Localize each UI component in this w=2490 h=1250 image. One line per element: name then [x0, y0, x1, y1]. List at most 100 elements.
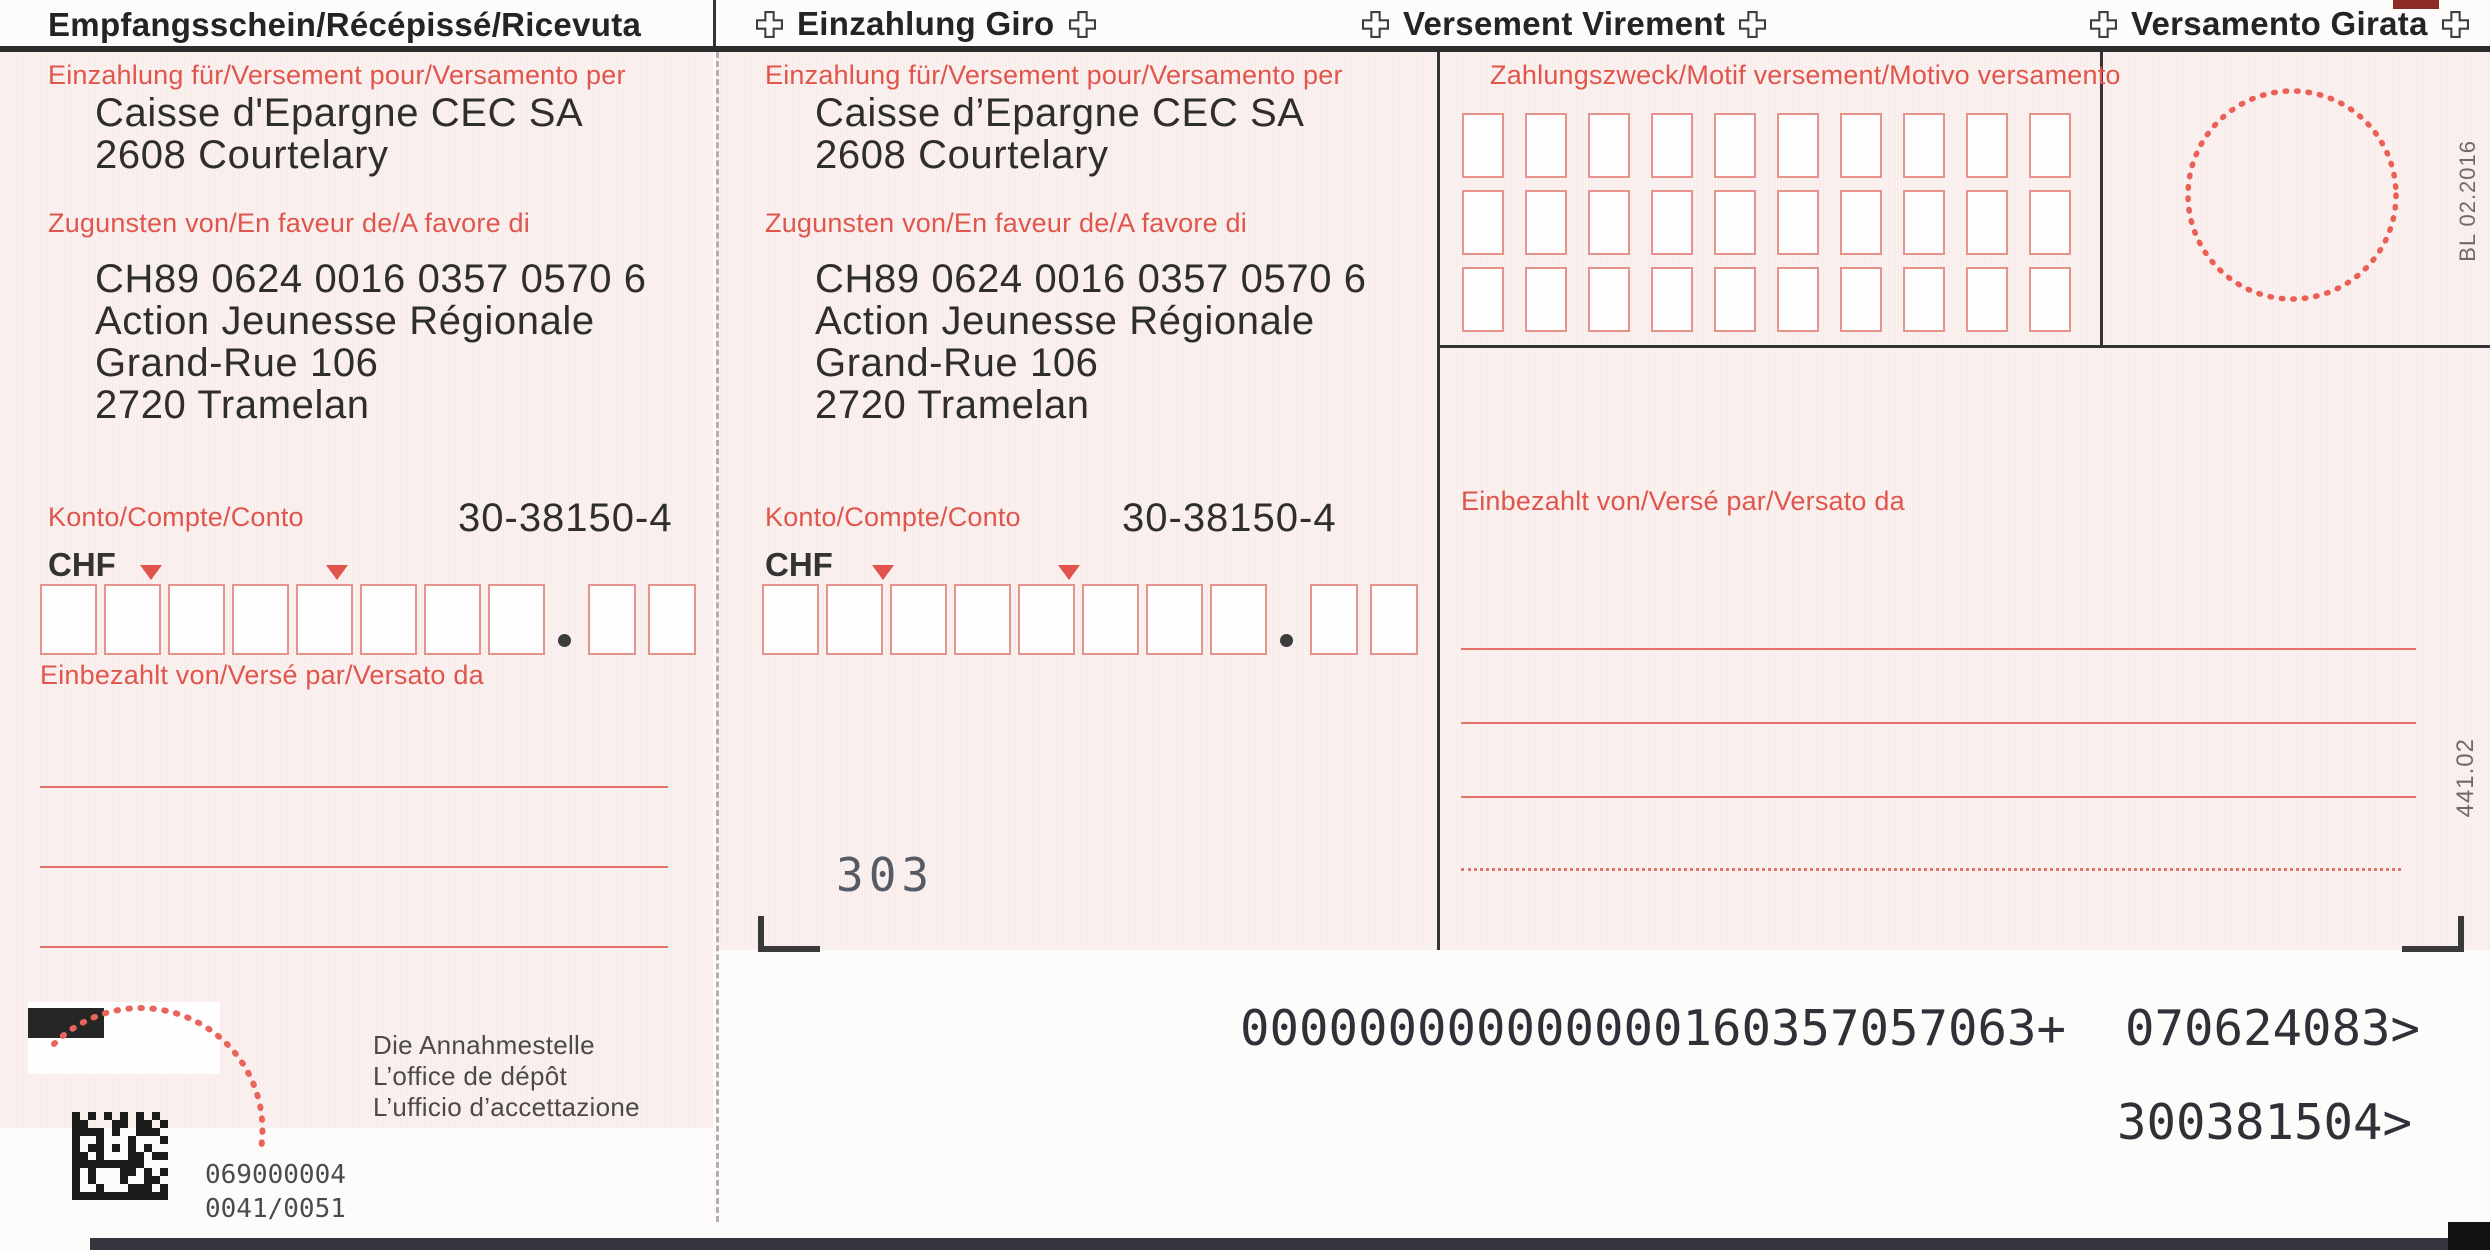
giro-details-divider — [1437, 52, 1440, 950]
scan-corner-mark — [2448, 1222, 2490, 1250]
purpose-bottom-rule — [1437, 345, 2490, 348]
writing-line — [1461, 722, 2416, 724]
giro-iban: CH89 0624 0016 0357 0570 6 — [815, 257, 1367, 301]
barcode-number: 069000004 — [205, 1160, 346, 1190]
barcode-batch-number: 0041/0051 — [205, 1194, 346, 1224]
perforation-dashed-line — [716, 52, 719, 1222]
purpose-character-box — [1966, 190, 2008, 255]
receipt-currency-label: CHF — [48, 546, 116, 583]
amount-digit-box — [826, 584, 883, 655]
receipt-beneficiary-street: Grand-Rue 106 — [95, 341, 379, 385]
purpose-character-box — [1714, 267, 1756, 332]
girata-header: Versamento Girata — [2090, 5, 2469, 43]
purpose-character-box — [1588, 190, 1630, 255]
purpose-character-box — [2029, 190, 2071, 255]
purpose-character-box — [1777, 113, 1819, 178]
purpose-character-grid — [1462, 113, 2071, 332]
purpose-character-box — [1525, 267, 1567, 332]
receipt-amount-boxes — [40, 584, 696, 655]
header-rule — [0, 46, 2490, 52]
purpose-character-box — [2029, 267, 2071, 332]
corner-bracket — [758, 916, 820, 952]
receipt-beneficiary-city: 2720 Tramelan — [95, 383, 370, 427]
virement-header: Versement Virement — [1362, 5, 1767, 43]
writing-line — [1461, 648, 2416, 650]
giro-beneficiary-street: Grand-Rue 106 — [815, 341, 1099, 385]
receipt-beneficiary-name: Action Jeunesse Régionale — [95, 299, 595, 343]
scan-edge-strip — [90, 1238, 2490, 1250]
purpose-character-box — [1903, 190, 1945, 255]
thousands-marker-triangle — [1058, 565, 1080, 580]
receipt-account-number: 30-38150-4 — [458, 496, 673, 540]
acceptance-line-it: L’ufficio d’accettazione — [373, 1092, 640, 1122]
giro-deposit-for-label: Einzahlung für/Versement pour/Versamento… — [765, 60, 1343, 90]
purpose-character-box — [1462, 267, 1504, 332]
amount-digit-box — [168, 584, 225, 655]
purpose-character-box — [1966, 113, 2008, 178]
amount-digit-box — [296, 584, 353, 655]
purpose-character-box — [1714, 190, 1756, 255]
purpose-character-box — [2029, 113, 2071, 178]
acceptance-office-text: Die Annahmestelle L’office de dépôt L’uf… — [373, 1030, 640, 1123]
cent-digit-box — [1310, 584, 1358, 655]
amount-digit-box — [232, 584, 289, 655]
amount-digit-box — [40, 584, 97, 655]
purpose-stamp-divider — [2100, 52, 2103, 348]
decimal-dot — [558, 634, 571, 647]
purpose-character-box — [1903, 113, 1945, 178]
purpose-character-box — [1588, 113, 1630, 178]
purpose-character-box — [1714, 113, 1756, 178]
amount-digit-box — [1082, 584, 1139, 655]
virement-title: Versement Virement — [1403, 5, 1726, 42]
amount-digit-box — [424, 584, 481, 655]
amount-digit-box — [1018, 584, 1075, 655]
receipt-iban: CH89 0624 0016 0357 0570 6 — [95, 257, 647, 301]
purpose-character-box — [1651, 267, 1693, 332]
swiss-cross-icon — [1739, 10, 1767, 38]
amount-digit-box — [1146, 584, 1203, 655]
cent-digit-box — [1370, 584, 1418, 655]
receipt-paid-by-label: Einbezahlt von/Versé par/Versato da — [40, 660, 484, 690]
stamp-circle-arc — [51, 1005, 266, 1152]
swiss-cross-icon — [2090, 10, 2117, 38]
writing-line — [40, 786, 668, 788]
print-code-vertical: BL 02.2016 — [2455, 140, 2480, 262]
amount-digit-box — [360, 584, 417, 655]
purpose-character-box — [1840, 267, 1882, 332]
amount-digit-box — [954, 584, 1011, 655]
details-paid-by-label: Einbezahlt von/Versé par/Versato da — [1461, 486, 1905, 516]
purpose-character-box — [1840, 113, 1882, 178]
purpose-character-box — [1840, 190, 1882, 255]
corner-bracket — [2402, 916, 2464, 952]
purpose-character-box — [1588, 267, 1630, 332]
purpose-character-box — [1651, 190, 1693, 255]
acceptance-line-fr: L’office de dépôt — [373, 1061, 568, 1091]
writing-line — [40, 946, 668, 948]
purpose-character-box — [1903, 267, 1945, 332]
stamp-circle — [2185, 88, 2399, 302]
receipt-title: Empfangsschein/Récépissé/Ricevuta — [48, 6, 642, 43]
thousands-marker-triangle — [140, 565, 162, 580]
purpose-character-box — [1651, 113, 1693, 178]
giro-beneficiary-city: 2720 Tramelan — [815, 383, 1090, 427]
receipt-section-background — [0, 52, 713, 1128]
form-code-vertical: 441.02 — [2452, 738, 2479, 818]
amount-digit-box — [890, 584, 947, 655]
acceptance-line-de: Die Annahmestelle — [373, 1030, 595, 1060]
thousands-marker-triangle — [326, 565, 348, 580]
giro-bank-city: 2608 Courtelary — [815, 133, 1109, 177]
giro-account-label: Konto/Compte/Conto — [765, 502, 1021, 532]
swiss-cross-icon — [2441, 10, 2469, 38]
thousands-marker-triangle — [872, 565, 894, 580]
purpose-character-box — [1525, 113, 1567, 178]
amount-digit-box — [104, 584, 161, 655]
ocr-coding-line: 000000000000000160357057063+ 070624083> — [1240, 1000, 2421, 1057]
girata-title: Versamento Girata — [2131, 5, 2428, 42]
giro-section-background — [716, 52, 1437, 950]
giro-beneficiary-name: Action Jeunesse Régionale — [815, 299, 1315, 343]
writing-line — [40, 866, 668, 868]
swiss-cross-icon — [756, 10, 783, 38]
purpose-label: Zahlungszweck/Motif versement/Motivo ver… — [1490, 60, 2121, 90]
purpose-character-box — [1525, 190, 1567, 255]
header-divider — [713, 0, 716, 46]
